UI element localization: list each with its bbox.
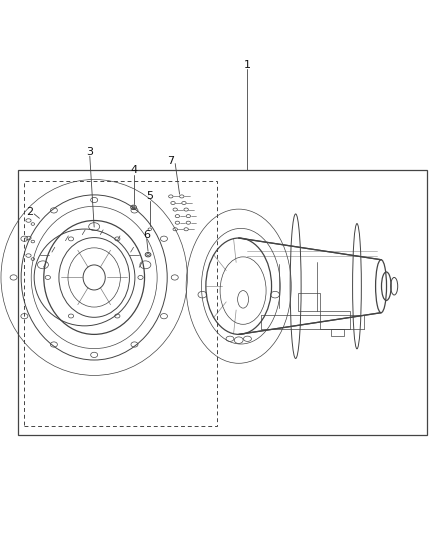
Text: 2: 2 <box>26 207 33 217</box>
Text: 6: 6 <box>143 230 150 240</box>
Text: 5: 5 <box>146 191 153 201</box>
Text: 3: 3 <box>86 147 93 157</box>
Text: 4: 4 <box>130 165 137 175</box>
Bar <box>24 181 217 426</box>
Bar <box>18 170 427 435</box>
Bar <box>298 293 320 311</box>
Text: 1: 1 <box>244 60 251 70</box>
Text: 7: 7 <box>167 156 174 166</box>
Bar <box>331 329 344 336</box>
Bar <box>320 311 350 329</box>
